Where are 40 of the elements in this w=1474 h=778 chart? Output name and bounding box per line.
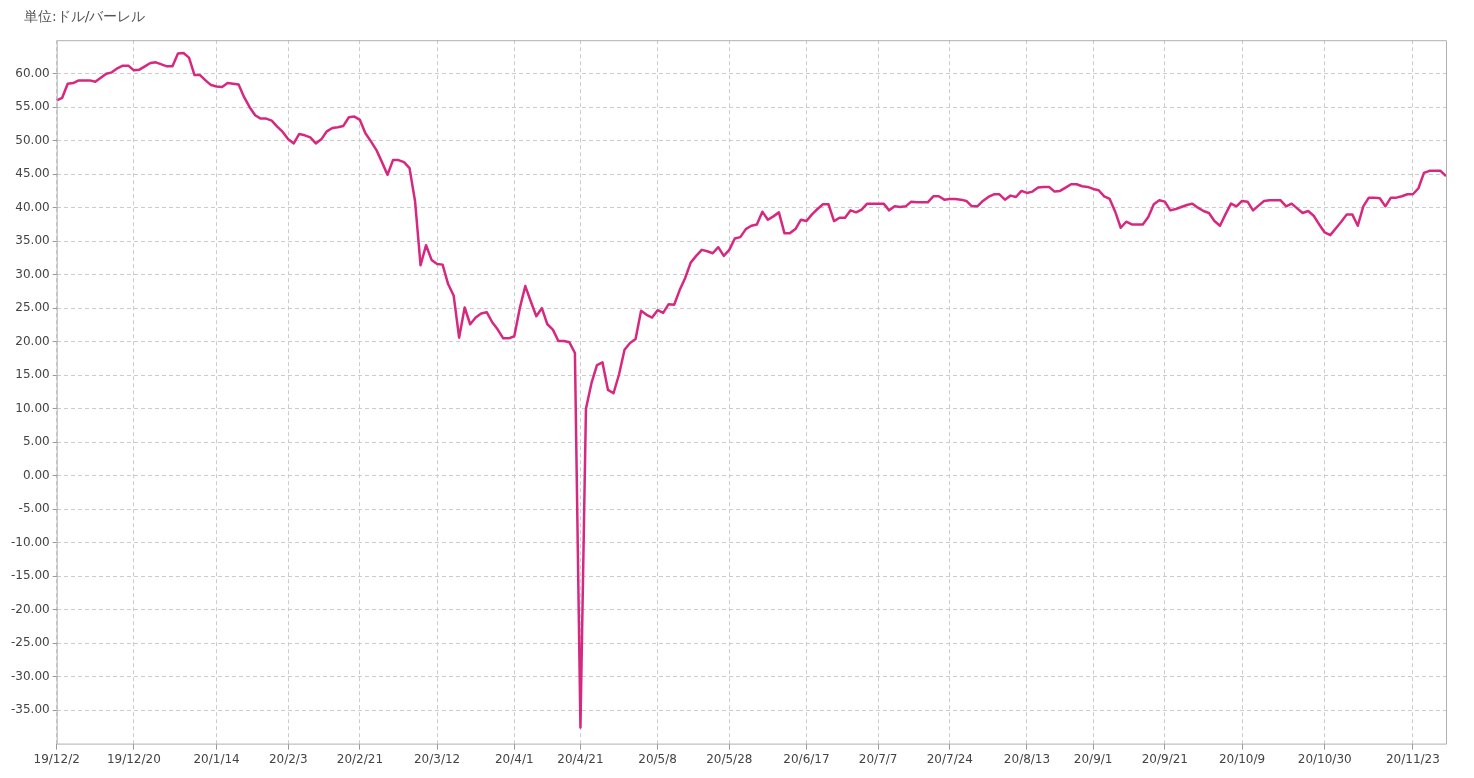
x-tick-label: 20/9/1 <box>1073 751 1113 766</box>
y-tick-label: -35.00 <box>11 702 50 717</box>
y-tick-label: 15.00 <box>15 367 50 382</box>
x-tick-label: 20/2/3 <box>268 751 308 766</box>
x-tick-label: 20/3/12 <box>413 751 461 766</box>
y-tick-label: 55.00 <box>15 99 50 114</box>
y-tick-label: -5.00 <box>18 501 50 516</box>
y-tick-label: 60.00 <box>15 65 50 80</box>
y-tick-label: 5.00 <box>22 434 50 449</box>
y-tick-label: 30.00 <box>15 266 50 281</box>
x-tick-label: 20/4/21 <box>557 751 604 766</box>
x-tick-label: 20/5/28 <box>706 751 753 766</box>
y-tick-label: -30.00 <box>11 668 50 683</box>
y-tick-label: 35.00 <box>15 233 50 248</box>
x-tick-label: 20/4/1 <box>494 751 534 766</box>
x-tick-label: 20/6/17 <box>783 751 830 766</box>
y-tick-label: 45.00 <box>15 166 50 181</box>
y-axis-title: 単位:ドル/バーレル <box>24 8 147 26</box>
x-tick-label: 19/12/2 <box>33 751 80 766</box>
y-tick-label: 50.00 <box>15 132 50 147</box>
y-tick-label: 0.00 <box>22 467 50 482</box>
y-tick-label: 40.00 <box>15 199 50 214</box>
x-tick-label: 20/10/30 <box>1297 751 1352 766</box>
x-tick-label: 20/10/9 <box>1218 751 1266 766</box>
x-tick-label: 20/1/14 <box>193 751 240 766</box>
y-tick-label: 20.00 <box>15 333 50 348</box>
x-tick-label: 20/9/21 <box>1141 751 1188 766</box>
x-tick-label: 19/12/20 <box>106 751 161 766</box>
y-tick-label: 10.00 <box>15 400 50 415</box>
x-tick-label: 20/5/8 <box>638 751 677 766</box>
y-tick-label: 25.00 <box>15 300 50 315</box>
x-tick-label: 20/7/7 <box>858 751 898 766</box>
x-tick-label: 20/8/13 <box>1003 751 1051 766</box>
y-tick-label: -25.00 <box>11 635 50 650</box>
y-tick-label: -15.00 <box>11 568 50 583</box>
x-tick-label: 20/7/24 <box>926 751 973 766</box>
y-tick-label: -10.00 <box>11 534 50 549</box>
y-tick-label: -20.00 <box>11 601 50 616</box>
x-tick-label: 20/11/23 <box>1385 751 1440 766</box>
x-tick-label: 20/2/21 <box>336 751 384 766</box>
